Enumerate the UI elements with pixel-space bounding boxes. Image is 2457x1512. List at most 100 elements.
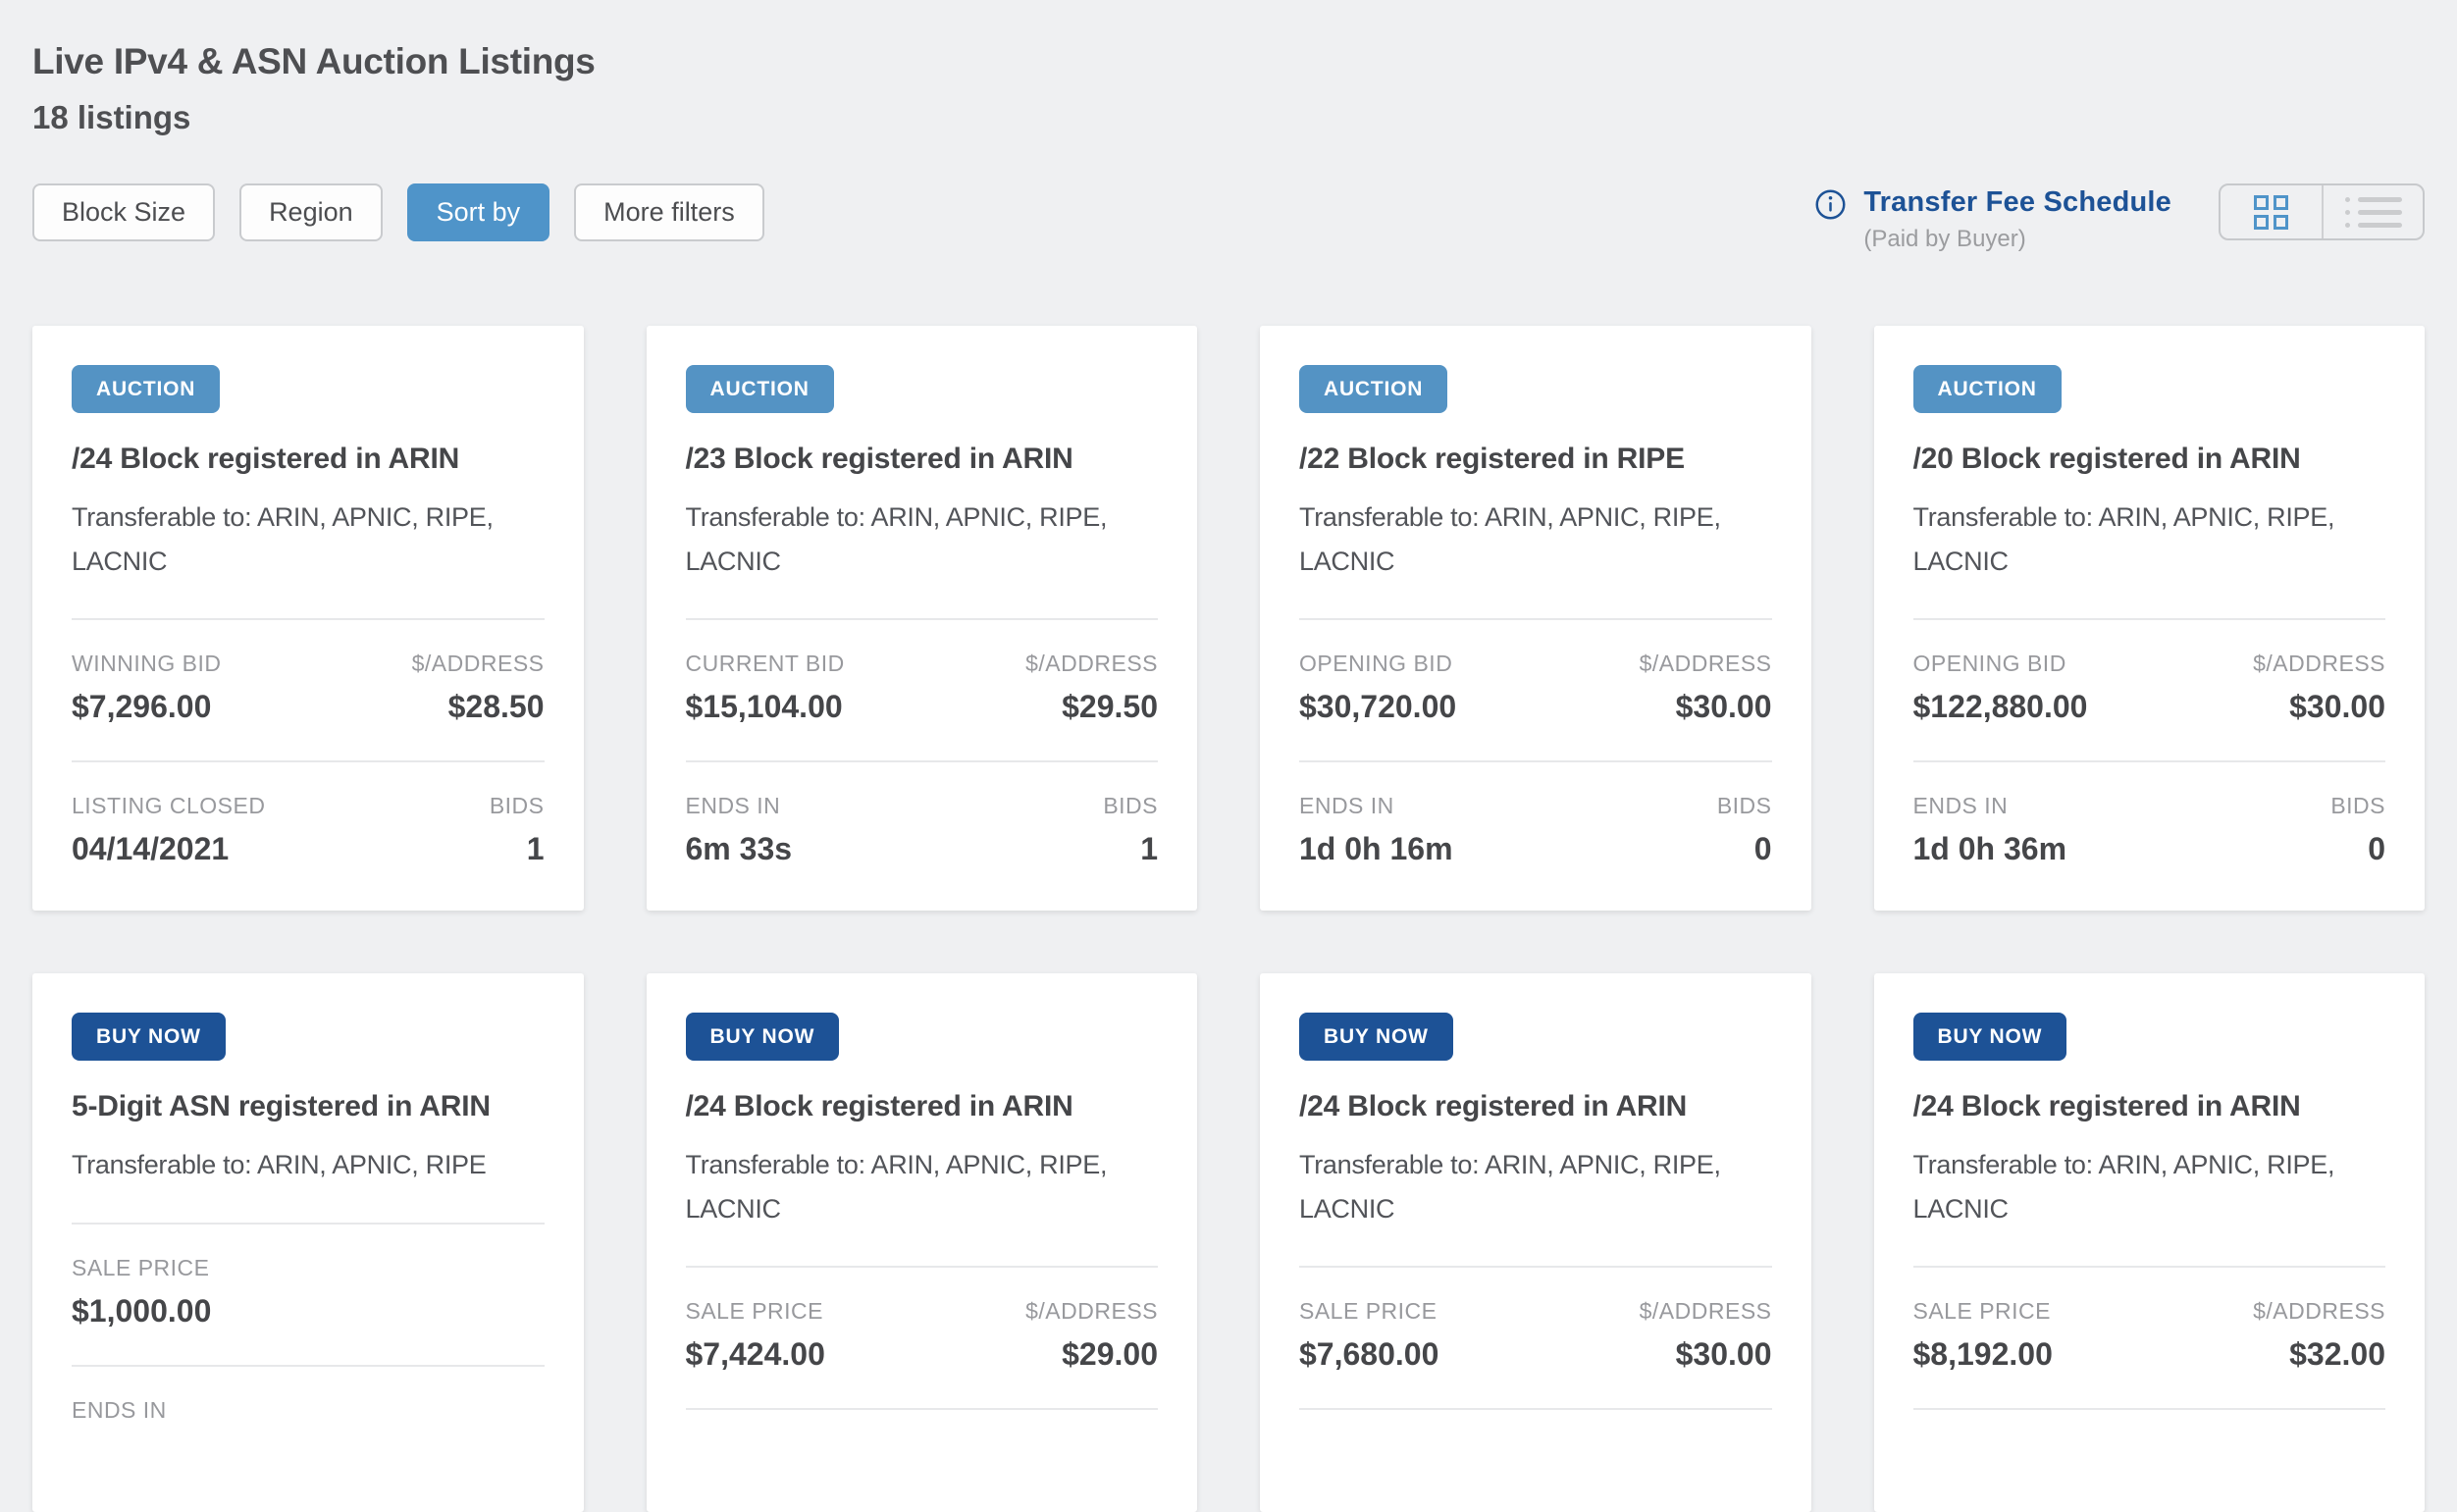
- listing-card[interactable]: BUY NOW 5-Digit ASN registered in ARIN T…: [32, 973, 584, 1512]
- stat-label: SALE PRICE: [1912, 1298, 2051, 1325]
- divider: [1299, 618, 1772, 621]
- stat-value: 1d 0h 36m: [1912, 831, 2067, 867]
- divider: [1299, 760, 1772, 763]
- listing-card[interactable]: BUY NOW /24 Block registered in ARIN Tra…: [1260, 973, 1811, 1512]
- grid-view-icon: [2254, 194, 2288, 230]
- filter-button-region[interactable]: Region: [239, 183, 383, 241]
- filter-button-block-size[interactable]: Block Size: [32, 183, 216, 241]
- stat-row: OPENING BID $30,720.00 $/ADDRESS $30.00: [1299, 651, 1772, 725]
- stat-value: 6m 33s: [685, 831, 793, 867]
- stat-label: CURRENT BID: [685, 651, 845, 677]
- transfer-fee-text: Transfer Fee Schedule (Paid by Buyer): [1863, 186, 2171, 253]
- stat-right: $/ADDRESS $30.00: [1640, 651, 1772, 725]
- stat-value: $30.00: [1675, 1336, 1772, 1373]
- listing-title: 5-Digit ASN registered in ARIN: [72, 1090, 491, 1123]
- listing-transferable: Transferable to: ARIN, APNIC, RIPE, LACN…: [1299, 502, 1721, 576]
- divider: [72, 618, 545, 621]
- stat-right: $/ADDRESS $30.00: [2253, 651, 2385, 725]
- listing-stats: SALE PRICE $7,680.00 $/ADDRESS $30.00: [1299, 1266, 1772, 1411]
- stat-row: WINNING BID $7,296.00 $/ADDRESS $28.50: [72, 651, 545, 725]
- divider: [1912, 1266, 2385, 1269]
- divider: [1912, 760, 2385, 763]
- listing-card[interactable]: AUCTION /22 Block registered in RIPE Tra…: [1260, 326, 1811, 912]
- stat-value: $30,720.00: [1299, 689, 1457, 725]
- listing-card[interactable]: AUCTION /24 Block registered in ARIN Tra…: [32, 326, 584, 912]
- listing-type-badge: AUCTION: [1912, 365, 2062, 413]
- stat-value: 0: [2368, 831, 2385, 867]
- stat-row: LISTING CLOSED 04/14/2021 BIDS 1: [72, 793, 545, 867]
- stat-value: $32.00: [2289, 1336, 2385, 1373]
- transfer-fee-schedule: Transfer Fee Schedule (Paid by Buyer): [1814, 183, 2171, 253]
- listings-grid: AUCTION /24 Block registered in ARIN Tra…: [32, 326, 2425, 1512]
- stat-value: 0: [1753, 831, 1772, 867]
- stat-label: WINNING BID: [72, 651, 222, 677]
- page-header: Live IPv4 & ASN Auction Listings 18 list…: [32, 41, 2425, 136]
- stat-value: $7,296.00: [72, 689, 212, 725]
- stat-row: SALE PRICE $8,192.00 $/ADDRESS $32.00: [1913, 1298, 2386, 1373]
- divider: [72, 760, 545, 763]
- listing-transferable: Transferable to: ARIN, APNIC, RIPE: [72, 1150, 487, 1180]
- listing-title: /24 Block registered in ARIN: [72, 443, 460, 475]
- stat-row: ENDS IN 6m 33s BIDS 1: [686, 793, 1159, 867]
- divider: [1912, 618, 2385, 621]
- divider: [685, 618, 1158, 621]
- view-toggle: [2219, 183, 2425, 240]
- stat-value: $122,880.00: [1912, 689, 2088, 725]
- stat-row: SALE PRICE $7,424.00 $/ADDRESS $29.00: [686, 1298, 1159, 1373]
- listing-type-badge: AUCTION: [685, 365, 834, 413]
- stat-value: $30.00: [1675, 689, 1772, 725]
- stat-label: $/ADDRESS: [1639, 1298, 1772, 1325]
- stat-value: 1d 0h 16m: [1299, 831, 1453, 867]
- listing-title: /24 Block registered in ARIN: [685, 1090, 1073, 1123]
- stat-label: $/ADDRESS: [2253, 651, 2385, 677]
- stat-row: OPENING BID $122,880.00 $/ADDRESS $30.00: [1913, 651, 2386, 725]
- filter-button-more-filters[interactable]: More filters: [574, 183, 764, 241]
- grid-view-button[interactable]: [2221, 185, 2322, 238]
- stat-left: OPENING BID $30,720.00: [1299, 651, 1456, 725]
- listing-type-badge: AUCTION: [72, 365, 221, 413]
- stat-value: $1,000.00: [72, 1292, 212, 1329]
- listing-card[interactable]: BUY NOW /24 Block registered in ARIN Tra…: [646, 973, 1197, 1512]
- listing-stats: SALE PRICE $8,192.00 $/ADDRESS $32.00: [1912, 1266, 2386, 1411]
- info-icon[interactable]: [1814, 188, 1847, 221]
- listing-title: /24 Block registered in ARIN: [1299, 1090, 1688, 1123]
- filter-button-sort-by[interactable]: Sort by: [406, 183, 550, 241]
- stat-right: BIDS 1: [1103, 793, 1158, 867]
- stat-label: BIDS: [2330, 793, 2385, 819]
- listing-title: /24 Block registered in ARIN: [1912, 1090, 2301, 1123]
- listing-card[interactable]: AUCTION /23 Block registered in ARIN Tra…: [646, 326, 1197, 912]
- stat-right: BIDS 1: [490, 793, 545, 867]
- stat-label: BIDS: [1103, 793, 1158, 819]
- stat-value: $15,104.00: [685, 689, 843, 725]
- stat-right: BIDS 0: [1717, 793, 1772, 867]
- divider: [1299, 1266, 1772, 1269]
- stat-left: SALE PRICE $1,000.00: [72, 1255, 211, 1330]
- transfer-fee-note: (Paid by Buyer): [1863, 226, 2026, 252]
- stat-label: BIDS: [1716, 793, 1772, 819]
- listing-title: /20 Block registered in ARIN: [1912, 443, 2301, 475]
- stat-label: $/ADDRESS: [1025, 651, 1158, 677]
- stat-left: CURRENT BID $15,104.00: [686, 651, 845, 725]
- stat-value: $30.00: [2289, 689, 2385, 725]
- stat-label: OPENING BID: [1912, 651, 2066, 677]
- transfer-fee-link[interactable]: Transfer Fee Schedule: [1863, 186, 2171, 218]
- stat-left: ENDS IN 1d 0h 36m: [1913, 793, 2067, 867]
- stat-label: $/ADDRESS: [411, 651, 545, 677]
- list-view-button[interactable]: [2322, 185, 2423, 238]
- stat-row: ENDS IN: [72, 1397, 545, 1469]
- stat-value: $7,424.00: [685, 1336, 825, 1373]
- listing-card[interactable]: BUY NOW /24 Block registered in ARIN Tra…: [1873, 973, 2425, 1512]
- stat-label: SALE PRICE: [685, 1298, 823, 1325]
- stat-left: SALE PRICE $8,192.00: [1913, 1298, 2053, 1373]
- listing-type-badge: BUY NOW: [685, 1013, 840, 1062]
- stat-label: ENDS IN: [685, 793, 781, 819]
- toolbar-right: Transfer Fee Schedule (Paid by Buyer): [1814, 183, 2425, 253]
- stat-left: ENDS IN 1d 0h 16m: [1299, 793, 1453, 867]
- list-view-icon: [2344, 196, 2402, 228]
- listing-type-badge: BUY NOW: [72, 1013, 226, 1062]
- stat-left: OPENING BID $122,880.00: [1913, 651, 2088, 725]
- stat-row: ENDS IN 1d 0h 36m BIDS 0: [1913, 793, 2386, 867]
- stat-left: SALE PRICE $7,424.00: [686, 1298, 825, 1373]
- stat-right: BIDS 0: [2330, 793, 2385, 867]
- listing-card[interactable]: AUCTION /20 Block registered in ARIN Tra…: [1873, 326, 2425, 912]
